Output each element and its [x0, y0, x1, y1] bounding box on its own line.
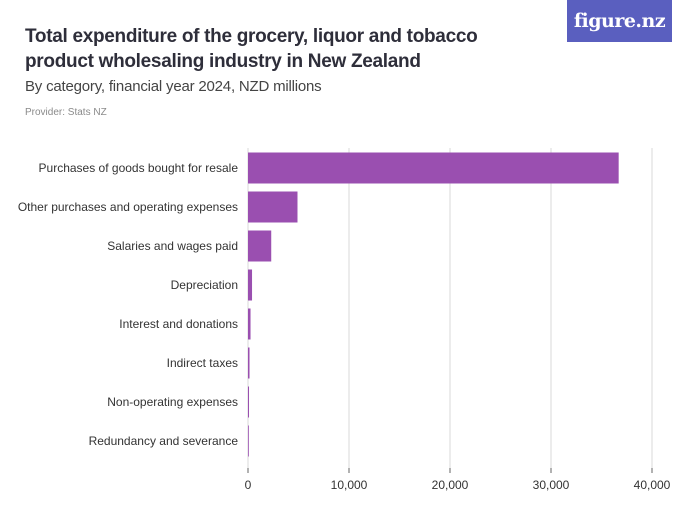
gridlines — [247, 148, 653, 468]
chart-subtitle: By category, financial year 2024, NZD mi… — [25, 78, 322, 95]
bar[interactable] — [248, 191, 298, 223]
x-tick-label: 30,000 — [533, 478, 570, 492]
x-tick-label: 20,000 — [432, 478, 469, 492]
category-label: Salaries and wages paid — [107, 239, 238, 253]
category-label: Purchases of goods bought for resale — [39, 161, 239, 175]
bar[interactable] — [248, 230, 272, 262]
bar[interactable] — [248, 152, 619, 184]
bar[interactable] — [248, 269, 253, 301]
x-axis-ticks: 0 10,000 20,000 30,000 40,000 — [245, 468, 671, 492]
chart-title: Total expenditure of the grocery, liquor… — [25, 26, 478, 72]
category-label: Depreciation — [171, 278, 238, 292]
bars — [248, 152, 619, 457]
bar[interactable] — [248, 386, 250, 418]
category-label: Indirect taxes — [167, 356, 238, 370]
category-label: Redundancy and severance — [89, 434, 239, 448]
x-tick-label: 0 — [245, 478, 252, 492]
bar[interactable] — [248, 347, 250, 379]
category-label: Non-operating expenses — [107, 395, 238, 409]
x-tick-label: 10,000 — [331, 478, 368, 492]
figure-nz-logo[interactable]: figure.nz — [567, 0, 672, 42]
category-label: Other purchases and operating expenses — [18, 200, 238, 214]
bar[interactable] — [248, 308, 251, 340]
provider-note: Provider: Stats NZ — [25, 107, 107, 118]
x-tick-label: 40,000 — [634, 478, 671, 492]
category-labels: Purchases of goods bought for resale Othe… — [18, 161, 238, 448]
category-label: Interest and donations — [119, 317, 238, 331]
bar[interactable] — [248, 425, 249, 457]
